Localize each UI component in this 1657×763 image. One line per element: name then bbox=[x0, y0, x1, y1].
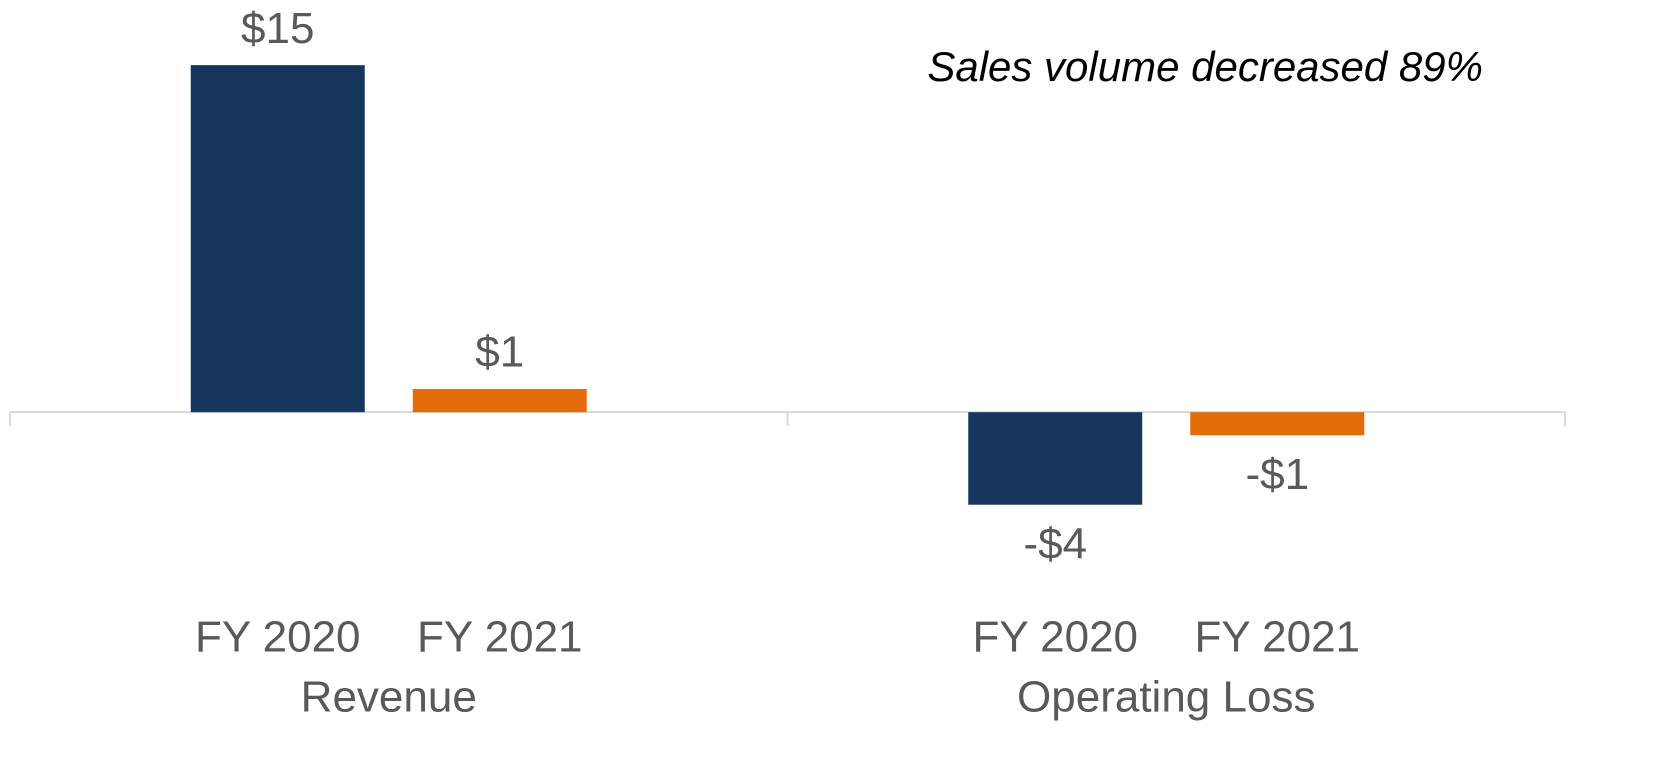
bar bbox=[412, 389, 587, 413]
series-label: FY 2021 bbox=[1194, 613, 1360, 662]
series-label: FY 2020 bbox=[972, 613, 1138, 662]
value-label: $15 bbox=[241, 4, 314, 53]
bar bbox=[190, 65, 365, 413]
category-label: Revenue bbox=[301, 673, 477, 722]
series-label: FY 2020 bbox=[195, 613, 361, 662]
category-label: Operating Loss bbox=[1017, 673, 1315, 722]
series-label: FY 2021 bbox=[417, 613, 583, 662]
bar bbox=[968, 412, 1143, 505]
value-label: $1 bbox=[475, 328, 524, 377]
annotation: Sales volume decreased 89% bbox=[927, 43, 1483, 90]
bar bbox=[1190, 412, 1365, 436]
value-label: -$1 bbox=[1245, 450, 1309, 499]
value-label: -$4 bbox=[1023, 519, 1087, 568]
